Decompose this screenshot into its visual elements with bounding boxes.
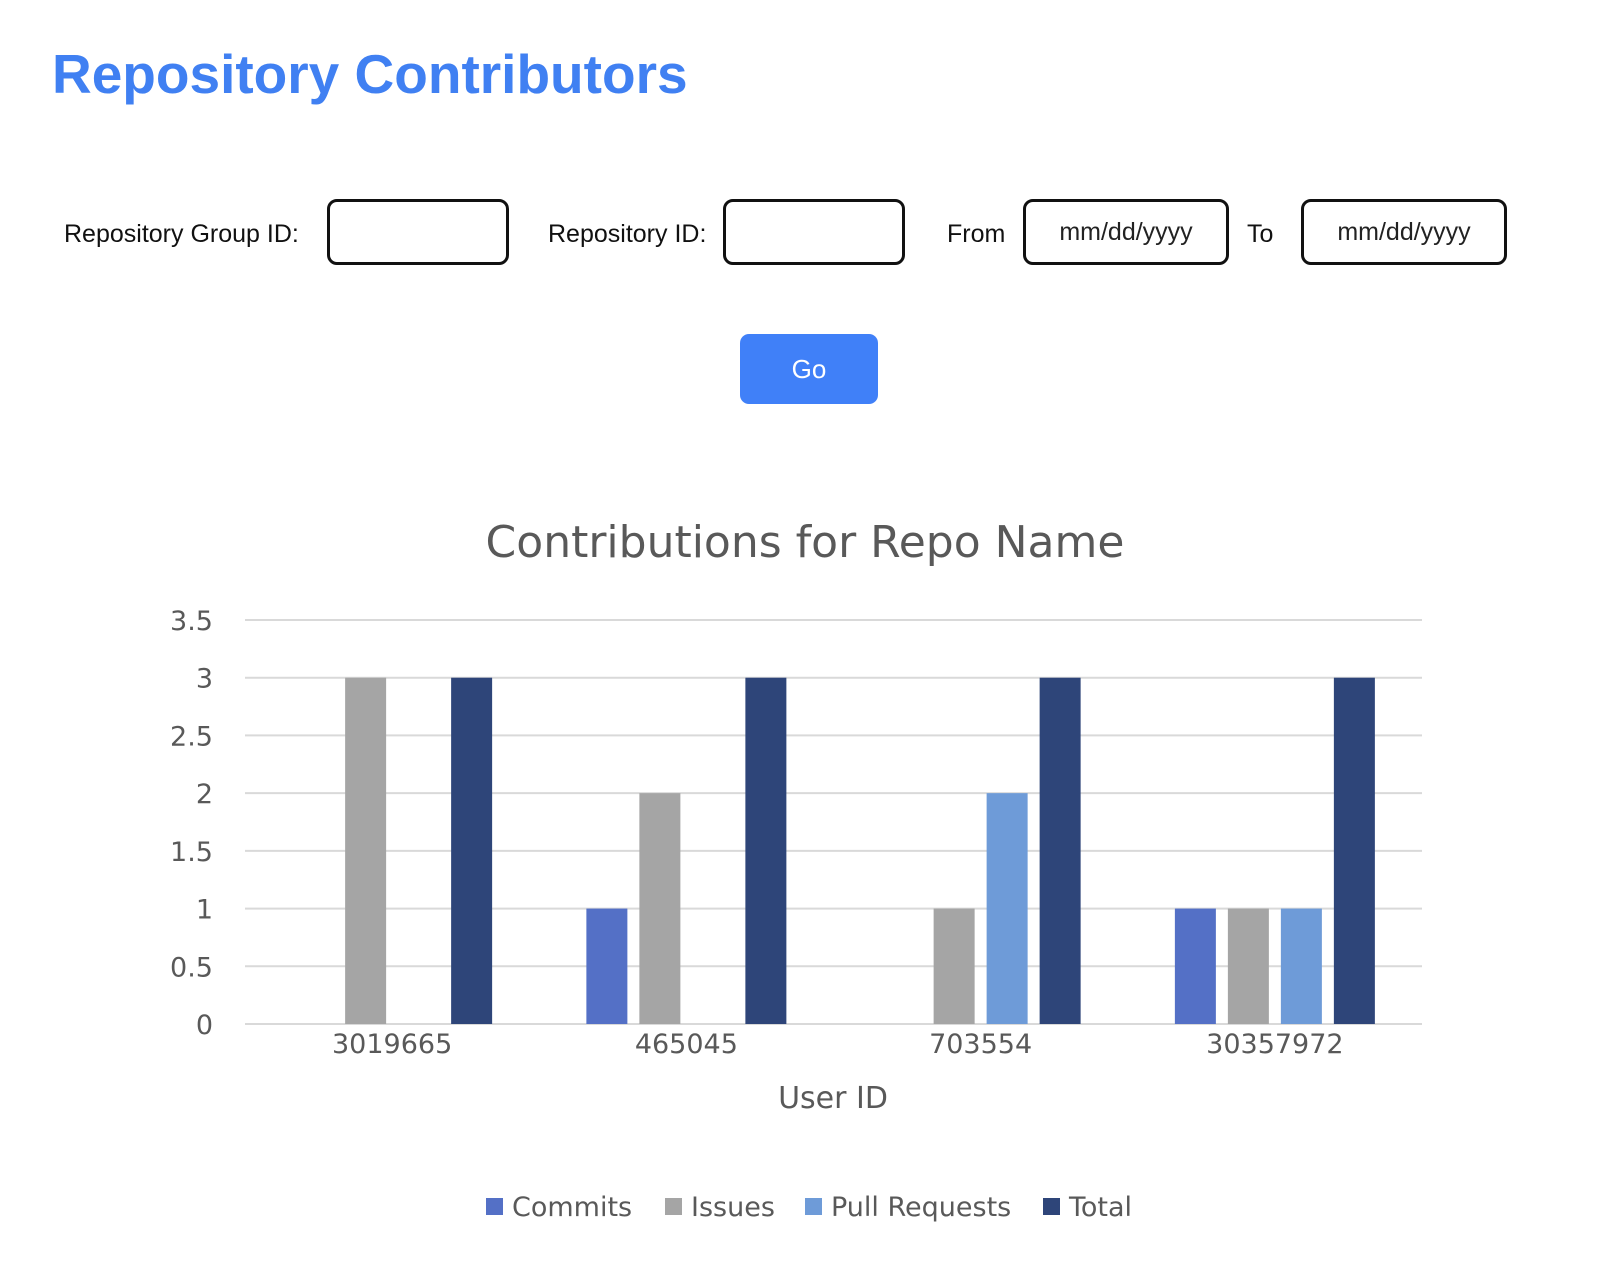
bar-issues xyxy=(639,793,681,1024)
y-tick-label: 3 xyxy=(196,664,213,695)
bar-total xyxy=(1333,677,1375,1024)
bar-pull-requests xyxy=(1280,908,1322,1024)
repo-group-id-label: Repository Group ID: xyxy=(64,220,299,248)
to-date-input[interactable] xyxy=(1301,199,1507,265)
bar-issues xyxy=(1227,908,1269,1024)
chart-bars xyxy=(345,677,1375,1024)
bar-total xyxy=(451,677,493,1024)
chart-gridlines xyxy=(245,619,1422,1025)
legend-swatch xyxy=(1043,1198,1060,1215)
to-label: To xyxy=(1247,220,1274,248)
bar-commits xyxy=(586,908,628,1024)
y-tick-label: 1.5 xyxy=(170,837,213,868)
bar-total xyxy=(745,677,787,1024)
x-tick-label: 465045 xyxy=(635,1029,738,1060)
x-axis-title: User ID xyxy=(778,1081,888,1116)
from-date-input[interactable] xyxy=(1023,199,1229,265)
y-tick-label: 2 xyxy=(196,779,213,810)
chart-legend: Commits Issues Pull Requests Total xyxy=(486,1192,1132,1223)
bar-issues xyxy=(345,677,387,1024)
x-tick-label: 30357972 xyxy=(1206,1029,1343,1060)
repo-id-label: Repository ID: xyxy=(548,220,707,248)
bar-commits xyxy=(1174,908,1216,1024)
legend-label: Total xyxy=(1068,1192,1132,1223)
legend-swatch xyxy=(805,1198,822,1215)
y-tick-label: 0.5 xyxy=(170,952,213,983)
y-tick-label: 1 xyxy=(196,895,213,926)
y-tick-label: 3.5 xyxy=(170,606,213,637)
repo-group-id-input[interactable] xyxy=(327,199,509,265)
bar-total xyxy=(1039,677,1081,1024)
page-title: Repository Contributors xyxy=(52,43,688,105)
chart-title: Contributions for Repo Name xyxy=(486,517,1125,568)
legend-label: Issues xyxy=(691,1192,775,1223)
chart-y-axis: 0 0.5 1 1.5 2 2.5 3 3.5 xyxy=(170,606,213,1041)
x-tick-label: 703554 xyxy=(929,1029,1032,1060)
bar-pull-requests xyxy=(986,793,1028,1024)
legend-swatch xyxy=(486,1198,503,1215)
legend-label: Pull Requests xyxy=(831,1192,1011,1223)
chart-x-axis: 3019665 465045 703554 30357972 xyxy=(332,1029,1344,1060)
x-tick-label: 3019665 xyxy=(332,1029,452,1060)
bar-issues xyxy=(933,908,975,1024)
y-tick-label: 0 xyxy=(196,1010,213,1041)
legend-label: Commits xyxy=(512,1192,632,1223)
legend-swatch xyxy=(665,1198,682,1215)
go-button[interactable]: Go xyxy=(740,334,878,404)
repo-id-input[interactable] xyxy=(723,199,905,265)
y-tick-label: 2.5 xyxy=(170,721,213,752)
contributions-chart: Contributions for Repo Name 0 0.5 1 1.5 2 2.5… xyxy=(170,517,1422,1223)
from-label: From xyxy=(947,220,1006,248)
